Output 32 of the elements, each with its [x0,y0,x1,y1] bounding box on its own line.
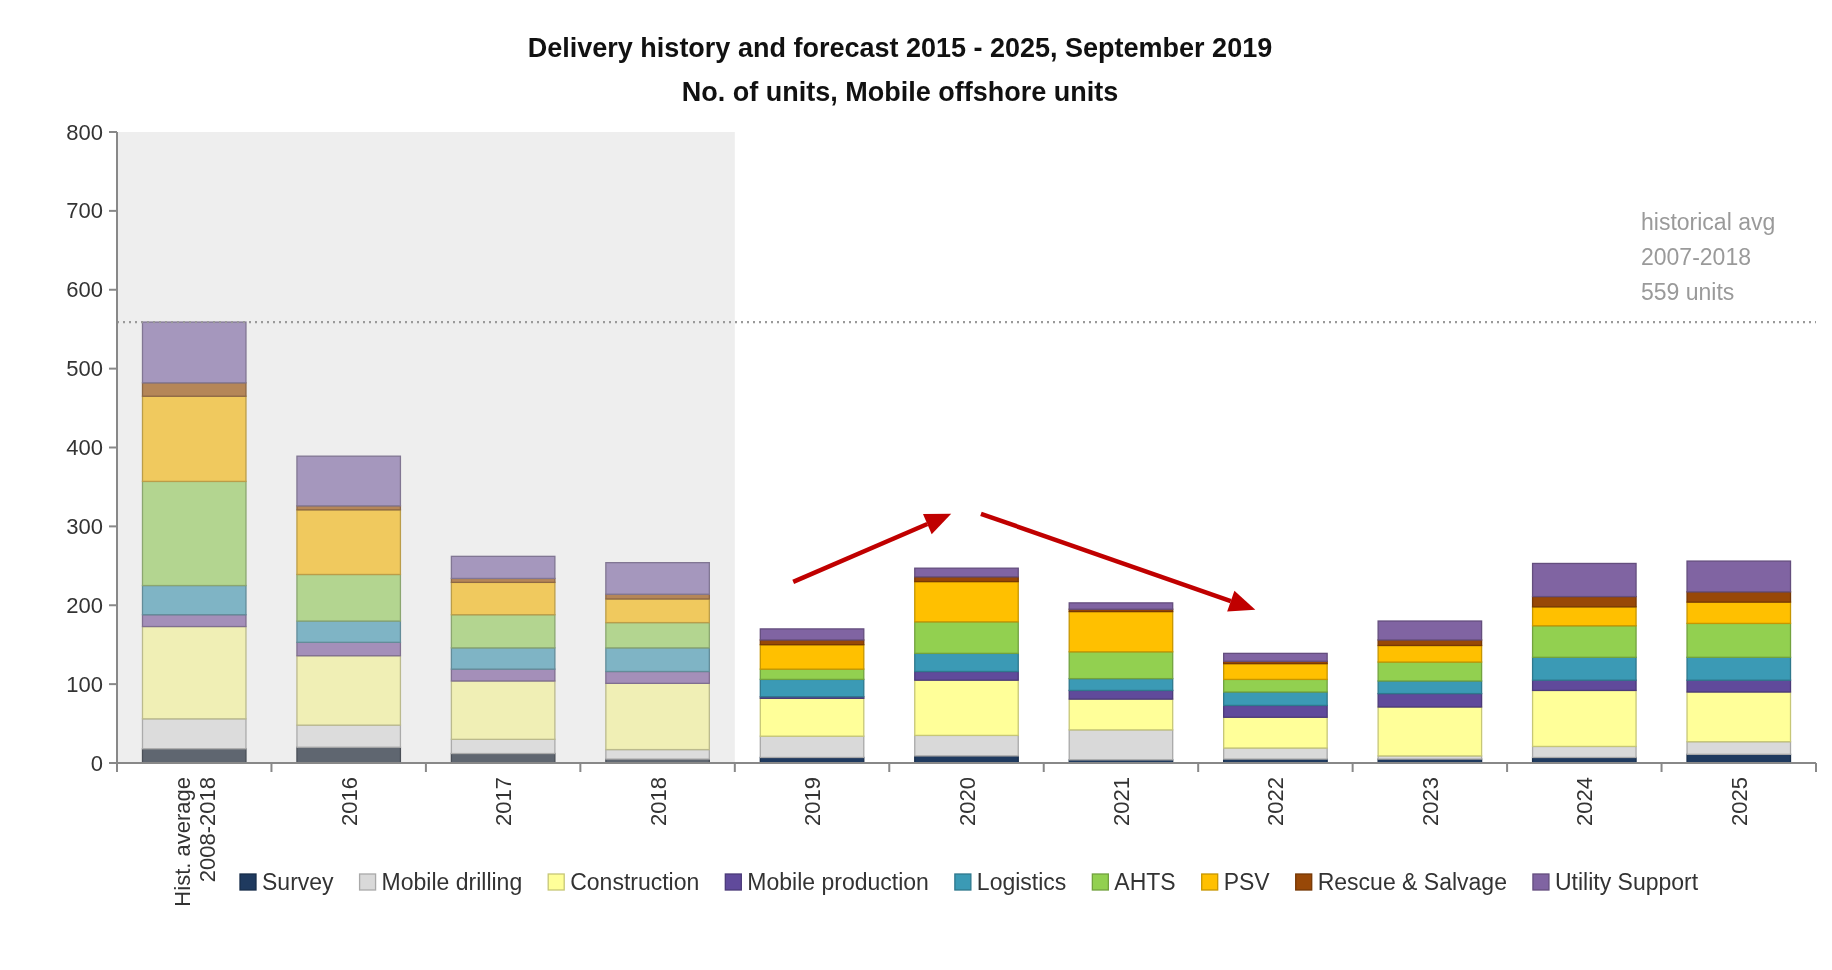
chart-title: Delivery history and forecast 2015 - 2025, September 2019 [527,33,1273,63]
y-tick-label: 500 [66,356,103,382]
y-tick-label: 600 [66,277,103,303]
legend-label: Rescue & Salvage [1317,869,1507,895]
legend-label: AHTS [1114,869,1176,895]
y-tick-label: 400 [66,435,103,460]
x-tick-label: 2017 [490,777,516,826]
y-tick-label: 200 [66,592,103,618]
legend-label: Logistics [976,869,1067,895]
legend-label: PSV [1223,869,1271,895]
x-tick-label: 2018 [645,777,671,826]
legend-label: Construction [570,869,700,895]
legend-label: Mobile drilling [381,869,523,895]
x-tick-label: 2025 [1726,777,1752,826]
x-tick-label: 2021 [1108,777,1134,826]
x-tick-label: 2016 [336,777,362,826]
y-tick-label: 100 [66,671,103,697]
y-tick-label: 300 [66,513,103,539]
x-tick-label: 2023 [1417,777,1443,826]
x-tick-label: 2022 [1262,777,1288,826]
chart-subtitle: No. of units, Mobile offshore units [681,77,1119,107]
x-tick-label: 2020 [954,777,979,826]
ref-line-label: historical avg 2007-2018 559 units [1641,209,1776,306]
y-tick-label: 0 [90,750,103,776]
legend-label: Mobile production [747,869,929,895]
legend-label: Survey [262,869,335,895]
legend-label: Utility Support [1554,869,1699,895]
y-tick-label: 800 [66,119,103,145]
y-tick-label: 700 [66,198,103,224]
x-tick-label: 2019 [799,777,825,826]
x-tick-label: Hist. average 2008-2018 [169,777,220,907]
x-tick-label: 2024 [1571,777,1597,826]
